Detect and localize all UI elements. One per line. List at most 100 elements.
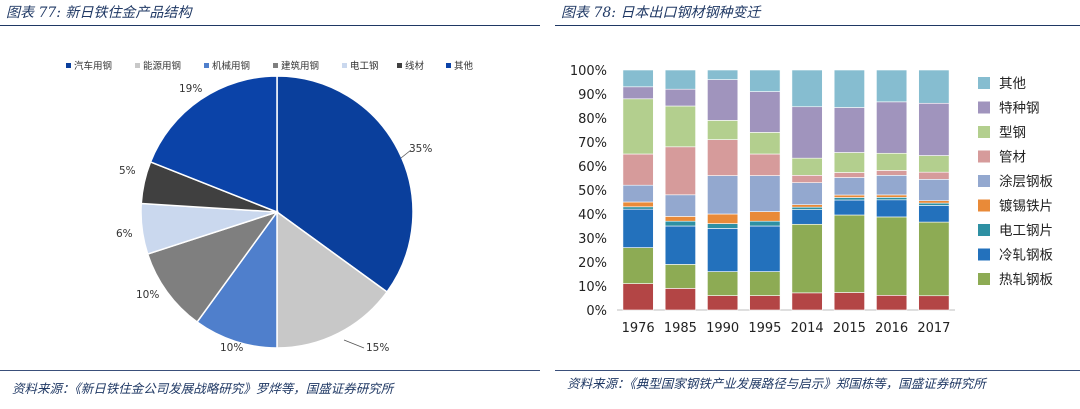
bar-segment-2016-2 [876,199,908,218]
left-figure-panel: 图表 77: 新日铁住金产品结构 汽车用钢 能源用钢 机械用钢 建筑用钢 电工钢 线材 其他… [0,5,540,396]
y-tick-label-10: 100% [570,64,607,79]
bar-segment-2014-7 [791,157,823,176]
bar-segment-2017-3 [918,202,950,206]
bar-segment-2015-7 [833,152,865,173]
y-tick-label-6: 60% [578,160,607,175]
leader-line-2 [343,339,365,349]
pie-value-label-6: 5% [119,165,136,177]
bar-segment-1976-5 [622,184,654,203]
bar-segment-2014-1 [791,223,823,294]
bar-segment-2015-5 [833,177,865,196]
bar-segment-2014-9 [791,69,823,108]
bar-segment-1976-3 [622,206,654,210]
bar-segment-2014-8 [791,106,823,159]
bar-segment-2015-3 [833,197,865,201]
bar-segment-1990-9 [707,69,739,80]
bar-segment-1976-4 [622,201,654,208]
pie-value-label-2: 15% [366,342,389,354]
pie-value-label-3: 10% [220,342,243,354]
legend-label-4: 建筑用钢 [281,60,319,72]
legend-swatch-涂层钢板 [978,175,990,187]
y-tick-label-4: 40% [578,208,607,223]
y-tick-label-0: 0% [586,304,607,319]
bar-segment-2016-1 [876,216,908,296]
legend-label-7: 其他 [454,60,474,72]
legend-swatch-型钢 [978,126,990,138]
bar-segment-2017-8 [918,102,950,156]
legend-label-热轧钢板: 热轧钢板 [999,272,1053,288]
legend-label-型钢: 型钢 [999,125,1026,141]
bar-segment-1976-9 [622,69,654,88]
legend-label-5: 电工钢 [350,60,379,72]
bar-segment-2017-0 [918,295,950,311]
bar-segment-1990-4 [707,213,739,224]
left-figure-title: 图表 77: 新日铁住金产品结构 [6,5,192,21]
right-figure-title: 图表 78: 日本出口钢材钢种变迁 [561,5,761,21]
bar-segment-1990-1 [707,271,739,296]
leader-line-1 [400,149,412,159]
bar-segment-1976-0 [622,283,654,311]
bar-segment-2015-4 [833,194,865,198]
bar-segment-1985-6 [664,146,696,196]
x-tick-label-2014: 2014 [791,321,824,336]
bar-segment-1990-7 [707,120,739,140]
bar-segment-2014-2 [791,209,823,225]
bar-segment-1990-5 [707,175,739,215]
bar-segment-1990-2 [707,228,739,272]
bar-segment-2017-9 [918,69,950,104]
stacked-bar-chart: 0% 10% 20% 30% 40% 50% 60% 70% 80% 90% 100% 1976 198… [570,64,1054,336]
right-source-note: 资料来源：《典型国家钢铁产业发展路径与启示》郑国栋等，国盛证券研究所 [567,376,986,391]
legend-label-3: 机械用钢 [212,60,250,72]
bar-segment-2014-0 [791,292,823,311]
bar-segment-1985-3 [664,220,696,227]
legend-swatch-2 [135,63,140,68]
bar-segment-1985-0 [664,288,696,311]
legend-label-其他: 其他 [999,76,1026,92]
right-title-rule [555,25,1080,26]
bar-segment-1976-8 [622,86,654,100]
bar-segment-2017-1 [918,221,950,297]
bar-segment-1990-0 [707,295,739,311]
right-source-rule [555,370,1080,371]
legend-swatch-热轧钢板 [978,273,990,285]
bar-segment-2015-2 [833,199,865,216]
bar-segment-2016-7 [876,152,908,171]
bar-segment-1976-6 [622,153,654,186]
bar-segment-2014-4 [791,204,823,208]
legend-swatch-镀锡铁片 [978,199,990,212]
x-tick-label-1990: 1990 [706,321,739,336]
pie-slice-2 [276,210,389,349]
bar-segment-2015-6 [833,172,865,178]
pie-value-label-1: 35% [409,143,432,155]
y-tick-label-1: 10% [578,280,607,295]
legend-swatch-4 [273,63,278,68]
pie-value-label-5: 6% [116,228,133,240]
legend-label-2: 能源用钢 [143,60,181,72]
y-tick-label-3: 30% [578,232,607,247]
y-tick-label-8: 80% [578,112,607,127]
pie-chart: 汽车用钢 能源用钢 机械用钢 建筑用钢 电工钢 线材 其他 35% 15% 10% 10% 6% 5% 1… [66,60,474,354]
bar-segment-1985-8 [664,88,696,107]
legend-swatch-其他 [978,77,990,89]
bar-segment-1976-7 [622,98,654,155]
x-tick-label-1976: 1976 [622,321,655,336]
pie-slice-7 [149,75,278,214]
x-tick-label-2017: 2017 [917,321,950,336]
bar-segment-1976-1 [622,247,654,284]
bar-segment-1995-8 [749,91,781,133]
bar-segment-2014-3 [791,206,823,210]
y-tick-label-9: 90% [578,88,607,103]
bar-segment-2016-5 [876,175,908,196]
legend-label-6: 线材 [405,60,425,72]
left-source-rule [0,370,540,371]
y-tick-label-5: 50% [578,184,607,199]
bar-segment-2016-4 [876,194,908,198]
bar-segment-1985-4 [664,216,696,222]
bar-segment-2016-6 [876,170,908,176]
bar-segment-2017-2 [918,205,950,223]
bar-segment-2016-9 [876,69,908,103]
bar-segment-1995-1 [749,271,781,296]
left-source-note: 资料来源：《新日铁住金公司发展战略研究》罗烨等，国盛证券研究所 [12,381,394,396]
bar-segment-2015-1 [833,214,865,293]
bar-segment-1995-3 [749,220,781,227]
